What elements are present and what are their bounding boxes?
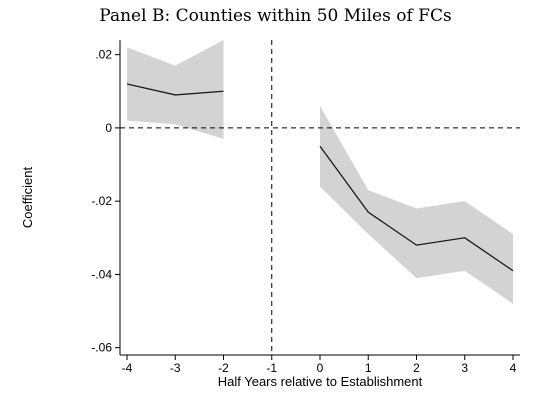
x-tick-label: -1 — [266, 361, 277, 375]
x-tick-label: 3 — [461, 361, 468, 375]
x-tick-label: 0 — [317, 361, 324, 375]
x-tick-label: 4 — [510, 361, 517, 375]
x-tick-label: -2 — [218, 361, 229, 375]
confidence-band-1 — [127, 40, 224, 139]
series-line-1 — [126, 83, 224, 96]
reference-lines — [120, 40, 520, 355]
y-tick-label: -.02 — [91, 194, 112, 208]
confidence-bands — [127, 40, 513, 304]
y-tick-label: -.04 — [91, 267, 112, 281]
y-axis-label: Coefficient — [20, 167, 35, 229]
x-axis-label: Half Years relative to Establishment — [218, 374, 423, 389]
x-tick-label: 1 — [365, 361, 372, 375]
x-tick-label: 2 — [413, 361, 420, 375]
y-tick-label: 0 — [105, 121, 112, 135]
series-line-2 — [319, 145, 514, 272]
y-tick-label: .02 — [95, 48, 112, 62]
confidence-band-2 — [320, 105, 513, 304]
x-tick-label: -4 — [122, 361, 133, 375]
chart-title: Panel B: Counties within 50 Miles of FCs — [99, 6, 452, 26]
x-tick-label: -3 — [170, 361, 181, 375]
x-axis: -4 -3 -2 -1 0 1 2 3 4 — [122, 355, 517, 375]
y-tick-label: -.06 — [91, 341, 112, 355]
series-lines — [126, 83, 514, 272]
y-axis: .02 0 -.02 -.04 -.06 — [91, 48, 120, 355]
